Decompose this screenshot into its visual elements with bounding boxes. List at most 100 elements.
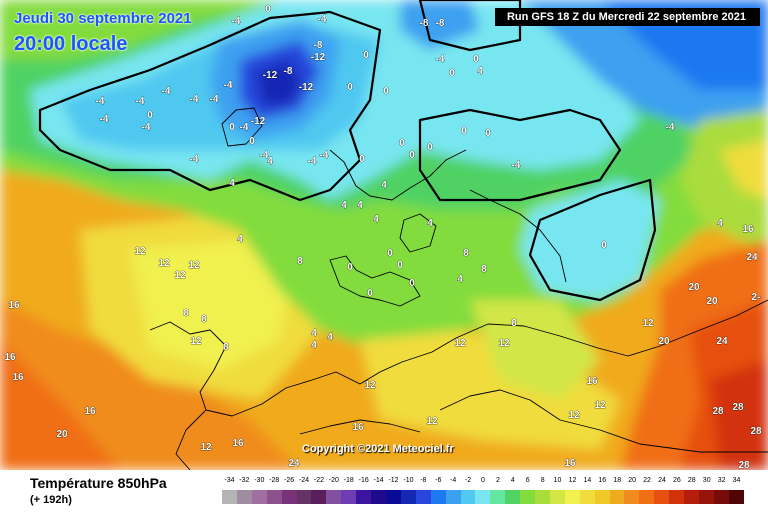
isotherm-label: 20 — [706, 296, 718, 307]
legend-label: -2 — [464, 477, 472, 484]
isotherm-label: 12 — [454, 338, 466, 349]
isotherm-label: 0 — [347, 82, 353, 93]
legend-swatch — [579, 490, 595, 504]
legend-swatch — [222, 490, 237, 504]
legend-label: -30 — [254, 477, 265, 484]
isotherm-label: 28 — [750, 426, 762, 437]
isotherm-label: -4 — [142, 122, 151, 133]
legend-swatch — [341, 490, 357, 504]
isotherm-label: 8 — [511, 318, 517, 329]
isotherm-label: 12 — [158, 258, 170, 269]
legend-swatch — [549, 490, 565, 504]
legend-swatch — [385, 490, 401, 504]
isotherm-label: 12 — [174, 270, 186, 281]
isotherm-label: 0 — [387, 248, 393, 259]
legend-label: 30 — [702, 477, 711, 484]
legend-swatch — [236, 490, 252, 504]
isotherm-label: -4 — [436, 54, 445, 65]
isotherm-label: 4 — [717, 218, 723, 229]
isotherm-label: 16 — [232, 438, 244, 449]
isotherm-label: -12 — [311, 52, 326, 63]
isotherm-label: 4 — [311, 328, 317, 339]
legend-swatch — [281, 490, 297, 504]
legend-label: 22 — [643, 477, 651, 484]
legend-label: -6 — [435, 477, 442, 484]
isotherm-label: 0 — [449, 68, 455, 79]
isotherm-label: -4 — [100, 114, 109, 125]
isotherm-label: 4 — [427, 218, 433, 229]
legend-label: 0 — [481, 477, 485, 484]
isotherm-label: 12 — [594, 400, 606, 411]
isotherm-label: 4 — [357, 200, 363, 211]
legend-swatch — [415, 490, 431, 504]
isotherm-label: 0 — [359, 154, 365, 165]
legend-label: 4 — [510, 477, 515, 484]
isotherm-label: 16 — [4, 352, 16, 363]
lead-time: (+ 192h) — [30, 494, 72, 506]
isotherm-label: -4 — [666, 122, 675, 133]
legend-label: -22 — [313, 477, 324, 484]
legend-label: -24 — [298, 477, 310, 484]
legend-label: -20 — [328, 477, 339, 484]
legend-label: 2 — [495, 477, 500, 484]
isotherm-label: -4 — [190, 154, 199, 165]
legend-label: 10 — [553, 477, 562, 484]
legend-label: 28 — [687, 477, 696, 484]
legend-swatch — [311, 490, 327, 504]
isotherm-label: -4 — [190, 94, 199, 105]
legend-label: -10 — [403, 477, 414, 484]
legend-labels: -34 -32 -30 -28 -26 -24 -22 -20 -18 -16 -14 -12 -10-… — [222, 477, 744, 489]
isotherm-label: 0 — [147, 110, 153, 121]
legend-swatch — [460, 490, 476, 504]
legend-label: 18 — [613, 477, 622, 484]
legend-label: 34 — [732, 477, 741, 484]
isotherm-label: 4 — [229, 178, 235, 189]
legend-label: 32 — [717, 477, 726, 484]
isotherm-label: 12 — [642, 318, 654, 329]
isotherm-label: -4 — [224, 80, 233, 91]
isotherm-label: 0 — [409, 278, 415, 289]
isotherm-label: -8 — [314, 40, 323, 51]
forecast-date: Jeudi 30 septembre 2021 — [14, 10, 192, 27]
isotherm-label: 8 — [223, 342, 229, 353]
legend-swatch — [251, 490, 267, 504]
isotherm-label: 20 — [658, 336, 670, 347]
legend-label: 6 — [525, 477, 530, 484]
isotherm-label: 28 — [738, 460, 750, 470]
isotherm-label: -4 — [512, 160, 521, 171]
legend-swatches — [222, 490, 744, 504]
isotherm-label: 0 — [265, 4, 271, 15]
legend-swatch — [654, 490, 670, 504]
legend-swatch — [609, 490, 625, 504]
isotherm-label: 12 — [498, 338, 510, 349]
legend-swatch — [699, 490, 714, 504]
variable-title: Température 850hPa — [30, 475, 167, 491]
legend-swatch — [669, 490, 685, 504]
isotherm-label: 20 — [56, 429, 68, 440]
legend-label: -28 — [269, 477, 280, 484]
footer-bar: Température 850hPa (+ 192h) -34 -32 -30 -28… — [0, 470, 768, 512]
forecast-time: 20:00 locale — [14, 33, 128, 55]
isotherm-label: 4 — [477, 66, 483, 77]
isotherm-label: 12 — [364, 380, 376, 391]
legend-label: 14 — [583, 477, 592, 484]
isotherm-label: 24 — [746, 252, 758, 263]
legend-swatch — [520, 490, 536, 504]
isotherm-label: 0 — [363, 50, 369, 61]
legend-label: -14 — [373, 477, 384, 484]
isotherm-label: 8 — [201, 314, 207, 325]
isotherm-label: 4 — [311, 340, 317, 351]
isotherm-label: -4 — [136, 96, 145, 107]
isotherm-label: -12 — [299, 82, 314, 93]
isotherm-label: 28 — [712, 406, 724, 417]
isotherm-label: 8 — [183, 308, 189, 319]
isotherm-label: 0 — [383, 86, 389, 97]
legend-label: 24 — [658, 477, 666, 484]
isotherm-label: -8 — [284, 66, 293, 77]
legend-swatch — [371, 490, 386, 504]
isotherm-label: -12 — [263, 70, 278, 81]
legend-swatch — [594, 490, 610, 504]
isotherm-label: 24 — [716, 336, 728, 347]
isotherm-label: 8 — [463, 248, 469, 259]
